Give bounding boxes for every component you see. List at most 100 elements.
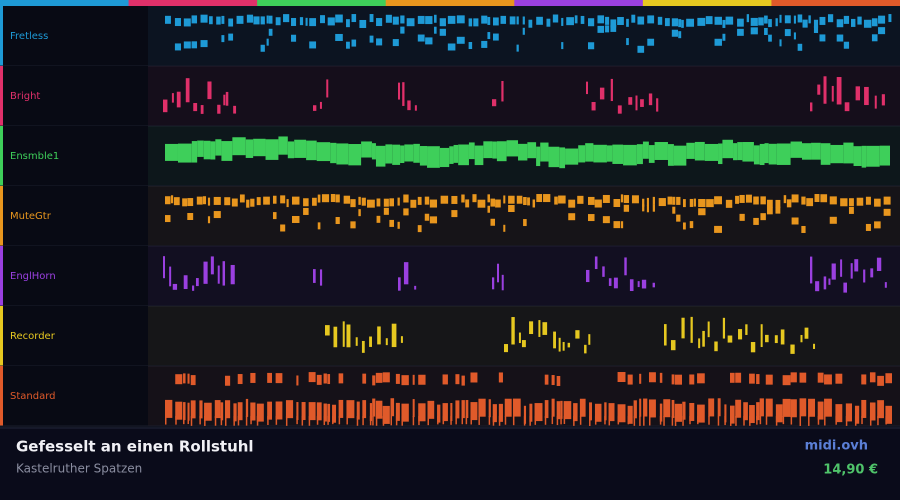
- note: [245, 139, 254, 158]
- track-label-cell: [0, 126, 148, 186]
- note: [594, 199, 602, 208]
- note: [395, 416, 398, 426]
- note: [267, 372, 273, 383]
- note: [790, 344, 795, 354]
- note: [654, 142, 668, 160]
- note: [573, 403, 578, 422]
- note: [764, 15, 768, 24]
- note: [369, 403, 373, 422]
- note: [861, 374, 867, 385]
- note: [367, 199, 375, 208]
- note: [626, 38, 629, 46]
- track-label-cell: [0, 186, 148, 246]
- site-link[interactable]: midi.ovh: [805, 439, 868, 454]
- note: [543, 194, 551, 203]
- note: [775, 199, 781, 208]
- note: [237, 416, 240, 426]
- note: [224, 375, 231, 386]
- note: [735, 372, 742, 383]
- note: [333, 326, 338, 348]
- note: [217, 104, 221, 114]
- note: [299, 17, 304, 26]
- note: [635, 95, 638, 111]
- note: [375, 145, 386, 167]
- note: [291, 17, 297, 26]
- note: [190, 375, 196, 386]
- note: [296, 402, 299, 421]
- note: [760, 213, 766, 221]
- note: [780, 329, 785, 345]
- note: [857, 16, 862, 25]
- note: [879, 145, 890, 166]
- note: [190, 416, 193, 426]
- note: [455, 416, 457, 425]
- note: [617, 105, 622, 114]
- note: [429, 199, 438, 208]
- note: [501, 80, 504, 102]
- note: [481, 40, 488, 48]
- note: [498, 403, 503, 422]
- note: [652, 196, 655, 205]
- note: [455, 374, 460, 385]
- note: [518, 143, 528, 161]
- note: [372, 375, 376, 386]
- note: [523, 196, 527, 205]
- note: [648, 399, 656, 418]
- note: [306, 140, 317, 161]
- note: [584, 344, 587, 354]
- note: [263, 196, 270, 205]
- note: [496, 141, 507, 162]
- note: [588, 18, 595, 27]
- note: [165, 143, 178, 161]
- note: [888, 14, 892, 23]
- note: [327, 416, 329, 425]
- note: [418, 374, 426, 385]
- note: [250, 198, 255, 207]
- note: [183, 373, 186, 384]
- note: [265, 139, 279, 160]
- note: [239, 194, 245, 203]
- note: [556, 401, 561, 420]
- note: [637, 45, 645, 53]
- note: [319, 269, 323, 286]
- note: [717, 398, 721, 417]
- note: [874, 198, 881, 207]
- note: [385, 14, 392, 23]
- note: [643, 398, 648, 417]
- note: [786, 199, 792, 208]
- note: [313, 105, 317, 111]
- note: [725, 199, 733, 208]
- note: [492, 99, 497, 107]
- note: [552, 14, 559, 23]
- note: [362, 373, 367, 384]
- note: [256, 403, 264, 422]
- note: [371, 143, 376, 160]
- note: [577, 195, 584, 204]
- note: [810, 102, 813, 112]
- note: [221, 15, 225, 24]
- note: [814, 194, 820, 203]
- note: [283, 14, 290, 23]
- note: [398, 82, 400, 100]
- note: [878, 15, 886, 24]
- note: [170, 195, 174, 204]
- note: [797, 43, 803, 51]
- note: [492, 277, 495, 290]
- note: [672, 206, 676, 214]
- note: [610, 19, 617, 28]
- note: [427, 400, 435, 419]
- note: [209, 16, 213, 25]
- note: [800, 334, 803, 343]
- note: [323, 403, 327, 422]
- note: [266, 15, 269, 24]
- note: [465, 416, 468, 425]
- note: [594, 403, 602, 422]
- note: [440, 195, 449, 204]
- note: [750, 27, 758, 35]
- note: [869, 372, 876, 383]
- note: [722, 19, 726, 28]
- note: [554, 196, 558, 205]
- note: [434, 14, 437, 23]
- price[interactable]: 14,90 €: [823, 463, 878, 478]
- note: [506, 140, 519, 157]
